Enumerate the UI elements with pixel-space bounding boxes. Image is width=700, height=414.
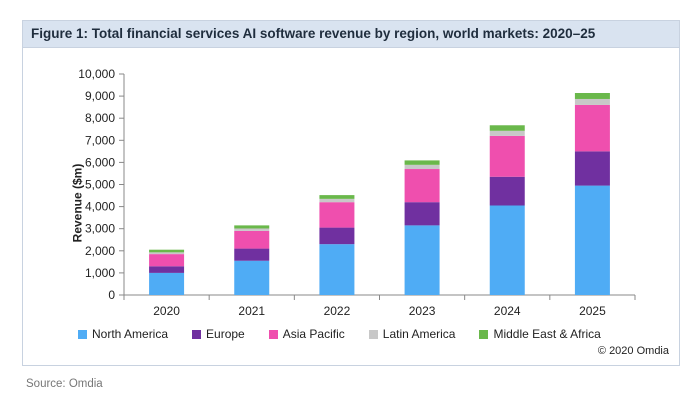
bar-segment	[404, 169, 440, 203]
bar-segment	[319, 195, 355, 199]
bar-segment	[149, 254, 185, 267]
bar-segment	[574, 185, 610, 295]
bar-segment	[404, 160, 440, 165]
bar-segment	[489, 205, 525, 295]
y-tick-label: 0	[108, 288, 115, 302]
figure-panel: Figure 1: Total financial services AI so…	[22, 20, 680, 366]
source-note: Source: Omdia	[26, 378, 103, 390]
y-tick-label: 2,000	[85, 244, 115, 258]
x-tick-label: 2022	[324, 304, 351, 318]
legend-label: Latin America	[382, 327, 456, 341]
bar-segment	[234, 260, 270, 295]
legend-item: Asia Pacific	[268, 327, 345, 341]
bar-segment	[149, 272, 185, 295]
bar-segment	[319, 244, 355, 295]
stacked-bar-chart: 0 1,000 2,000 3,000 4,000 5,000 6,000 7,000 8,00…	[78, 67, 636, 318]
legend-swatch	[78, 329, 87, 339]
legend-item: Middle East & Africa	[479, 327, 601, 341]
bar-segment	[574, 98, 610, 105]
legend-item: Europe	[192, 327, 245, 341]
bar-segment	[319, 202, 355, 228]
legend-label: Europe	[206, 327, 245, 341]
legend-label: Asia Pacific	[282, 327, 345, 341]
x-tick-label: 2024	[494, 304, 521, 318]
legend-swatch	[192, 329, 202, 339]
x-tick-label: 2025	[579, 304, 606, 318]
bar-segment	[234, 248, 270, 261]
bar-segment	[489, 176, 525, 206]
legend-swatch	[268, 329, 278, 339]
bar-segment	[574, 151, 610, 186]
figure-title-bar: Figure 1: Total financial services AI so…	[23, 21, 679, 48]
y-axis-label: Revenue ($m)	[70, 163, 85, 243]
y-tick-label: 6,000	[85, 155, 115, 169]
y-tick-label: 7,000	[85, 133, 115, 147]
legend-label: North America	[92, 327, 169, 341]
bar-segment	[319, 227, 355, 245]
bar-segment	[574, 93, 610, 99]
bar-segment	[234, 225, 270, 229]
bar-segment	[489, 130, 525, 136]
y-tick-label: 3,000	[85, 222, 115, 236]
y-tick-label: 4,000	[85, 200, 115, 214]
legend-label: Middle East & Africa	[493, 327, 601, 341]
y-tick-label: 1,000	[85, 266, 115, 280]
legend-item: North America	[78, 327, 168, 341]
bar-segment	[234, 228, 270, 231]
bar-segment	[574, 104, 610, 152]
chart-legend: North America Europe Asia Pacific Latin Ame…	[78, 326, 668, 342]
legend-swatch	[368, 329, 378, 339]
copyright-note: © 2020 Omdia	[597, 345, 669, 357]
x-tick-label: 2021	[238, 304, 265, 318]
y-tick-label: 9,000	[85, 89, 115, 103]
y-tick-label: 10,000	[78, 67, 115, 81]
bar-segment	[489, 125, 525, 131]
legend-item: Latin America	[368, 327, 456, 341]
bar-segment	[149, 266, 185, 273]
bar-segment	[319, 198, 355, 203]
y-tick-label: 5,000	[85, 178, 115, 192]
legend-swatch	[479, 329, 489, 339]
bar-segment	[149, 252, 185, 255]
x-tick-label: 2023	[409, 304, 436, 318]
x-tick-label: 2020	[153, 304, 180, 318]
bar-segment	[404, 225, 440, 295]
y-tick-label: 8,000	[85, 111, 115, 125]
bar-segment	[489, 135, 525, 177]
bar-segment	[149, 249, 185, 253]
bar-segment	[234, 230, 270, 249]
bar-segment	[404, 164, 440, 170]
figure-title: Figure 1: Total financial services AI so…	[31, 26, 596, 41]
bar-segment	[404, 202, 440, 226]
